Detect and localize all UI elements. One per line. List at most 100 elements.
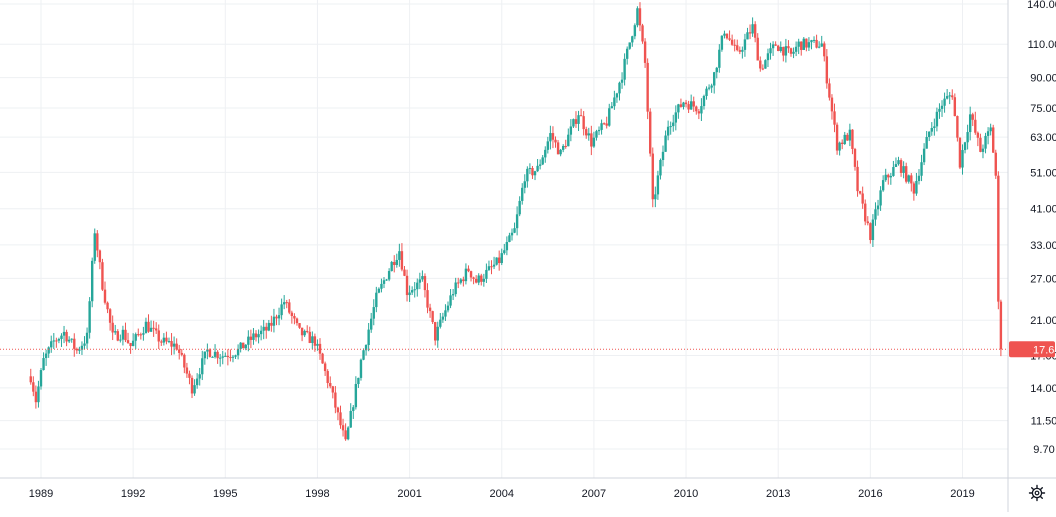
candle-up	[144, 317, 148, 334]
candle-down	[472, 276, 475, 285]
candle-down	[979, 133, 982, 153]
candle-body	[244, 344, 247, 349]
candle-down	[393, 255, 396, 273]
candle-body	[902, 166, 905, 173]
candle-down	[323, 361, 327, 376]
candle-body	[608, 108, 611, 126]
candle-body	[372, 307, 375, 319]
candle-body	[861, 193, 864, 204]
candle-body	[805, 38, 808, 48]
candle-up	[282, 295, 286, 310]
candle-body	[582, 116, 585, 130]
candle-up	[60, 333, 63, 347]
candle-body	[915, 180, 918, 194]
candle-body	[910, 175, 913, 184]
candle-down	[306, 325, 309, 334]
candle-up	[203, 351, 207, 365]
candle-up	[121, 325, 125, 346]
candle-body	[398, 251, 401, 260]
candle-body	[467, 268, 470, 272]
candle-down	[423, 273, 427, 298]
candle-up	[367, 322, 370, 352]
candle-up	[879, 186, 882, 211]
candle-up	[935, 107, 939, 132]
candle-body	[881, 180, 885, 191]
candle-body	[718, 49, 721, 68]
candle-up	[666, 120, 670, 141]
candle-body	[633, 25, 637, 37]
candle-body	[503, 250, 506, 254]
candle-body	[359, 359, 363, 378]
candle-body	[705, 88, 708, 97]
candle-up	[615, 92, 619, 103]
candle-up	[408, 285, 411, 302]
candle-down	[275, 314, 278, 326]
candle-down	[684, 99, 688, 108]
candle-down	[147, 314, 150, 333]
candle-body	[689, 101, 693, 110]
candle-body	[44, 353, 48, 359]
candle-body	[65, 331, 68, 342]
candle-up	[700, 98, 703, 121]
candle-body	[152, 327, 155, 329]
candle-body	[308, 331, 311, 343]
candle-up	[661, 145, 665, 167]
candle-down	[738, 46, 742, 55]
candle-body	[976, 132, 980, 138]
candle-down	[728, 30, 731, 42]
candle-body	[892, 167, 895, 176]
candle-body	[835, 124, 839, 151]
candle-body	[884, 174, 887, 181]
candle-body	[933, 126, 936, 128]
candle-up	[387, 268, 391, 282]
candle-body	[572, 119, 575, 127]
chart-settings-button[interactable]	[1024, 480, 1050, 506]
candle-up	[67, 336, 71, 344]
candle-down	[124, 322, 127, 343]
candle-up	[817, 41, 821, 49]
candle-down	[331, 385, 335, 399]
candle-body	[559, 149, 562, 155]
candle-body	[574, 119, 578, 124]
candle-up	[577, 110, 580, 132]
candle-body	[80, 345, 84, 350]
candle-up	[503, 243, 506, 255]
gear-icon	[1028, 484, 1046, 502]
candle-body	[631, 36, 634, 43]
candle-up	[211, 356, 214, 358]
candle-body	[912, 183, 916, 194]
candle-body	[303, 330, 306, 336]
candle-up	[587, 127, 590, 141]
candle-body	[421, 276, 424, 280]
candle-up	[608, 103, 611, 127]
candle-down	[341, 418, 345, 437]
candle-body	[47, 347, 50, 354]
candle-up	[364, 344, 368, 356]
candle-body	[480, 275, 483, 282]
candle-up	[779, 41, 782, 53]
candle-down	[329, 376, 332, 389]
candle-down	[188, 370, 191, 385]
candle-up	[62, 325, 66, 344]
candle-up	[572, 118, 575, 128]
candle-up	[88, 297, 91, 339]
candle-down	[828, 78, 831, 101]
candle-down	[208, 348, 212, 358]
candle-up	[848, 123, 852, 147]
candle-body	[454, 282, 457, 295]
candle-body	[677, 104, 680, 113]
candle-body	[741, 49, 744, 52]
candle-down	[858, 190, 862, 195]
candle-up	[372, 299, 375, 326]
candle-up	[446, 301, 450, 313]
candle-body	[707, 87, 711, 89]
candle-body	[697, 111, 701, 114]
candle-body	[247, 336, 250, 345]
candle-up	[206, 343, 209, 360]
candle-body	[137, 334, 140, 336]
candle-up	[654, 186, 657, 208]
candle-down	[339, 405, 342, 429]
candle-down	[497, 250, 501, 271]
